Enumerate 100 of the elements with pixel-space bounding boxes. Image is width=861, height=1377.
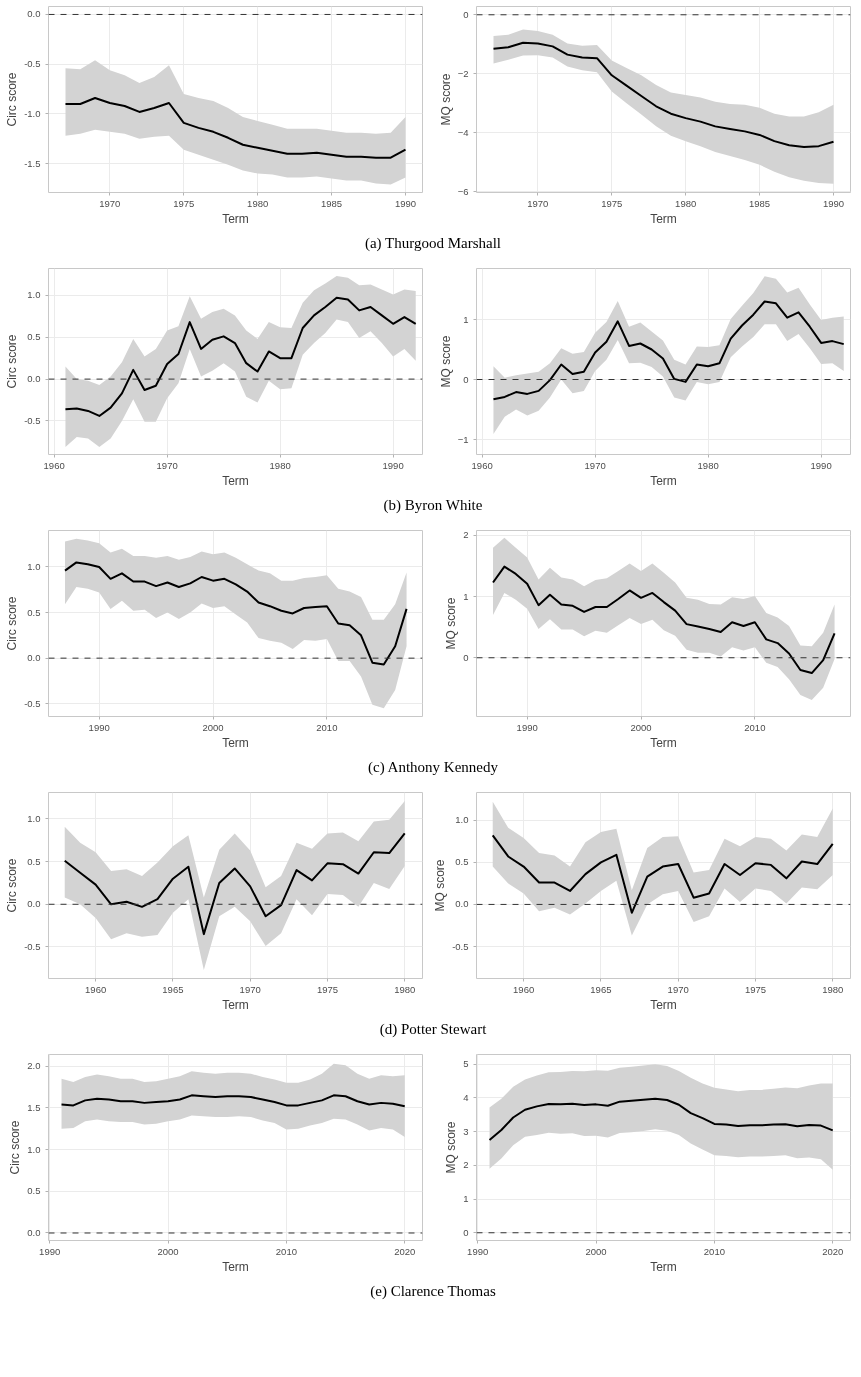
x-tick-label: 1990 [516, 721, 538, 733]
y-tick-label: 0 [463, 373, 469, 385]
y-tick-label: 0 [463, 8, 469, 20]
y-tick-label: 2.0 [27, 1060, 41, 1072]
line-series [64, 561, 408, 666]
y-tick-label: −4 [457, 126, 469, 138]
y-axis-title: Circ score [5, 596, 20, 651]
text: (e) Clarence Thomas [370, 1282, 496, 1301]
x-tick-label: 1990 [467, 1245, 489, 1257]
y-tick-label: -0.5 [24, 58, 41, 70]
x-tick-label: 2000 [585, 1245, 607, 1257]
text: (a) Thurgood Marshall [364, 234, 502, 253]
x-tick-label: 1960 [85, 983, 107, 995]
y-tick-label: 0.0 [455, 898, 469, 910]
x-tick-label: 2000 [157, 1245, 179, 1257]
x-axis-title: Term [650, 1259, 677, 1274]
y-tick-label: 0 [463, 1226, 469, 1238]
x-tick-label: 1980 [247, 197, 269, 209]
x-tick-label: 1980 [697, 459, 719, 471]
y-tick-label: 1.0 [27, 1143, 41, 1155]
x-tick-label: 2010 [744, 721, 766, 733]
y-tick-label: −1 [457, 433, 469, 445]
line-series [492, 41, 835, 149]
y-tick-label: 0.0 [27, 898, 41, 910]
x-tick-label: 1990 [810, 459, 832, 471]
y-tick-label: 1.0 [27, 560, 41, 572]
x-axis-title: Term [222, 473, 249, 488]
y-tick-label: 2 [463, 1159, 469, 1171]
x-tick-label: 1980 [822, 983, 844, 995]
y-tick-label: 0.0 [27, 1226, 41, 1238]
y-axis-title: Circ score [5, 334, 20, 389]
x-tick-label: 1970 [667, 983, 689, 995]
x-axis-title: Term [222, 211, 249, 226]
y-tick-label: 1.0 [27, 289, 41, 301]
x-tick-label: 1970 [584, 459, 606, 471]
text: (c) Anthony Kennedy [368, 758, 498, 777]
x-tick-label: 1965 [162, 983, 184, 995]
x-axis-title: Term [650, 997, 677, 1012]
y-tick-label: 1 [463, 590, 469, 602]
x-tick-label: 2010 [703, 1245, 725, 1257]
x-tick-label: 1965 [590, 983, 612, 995]
y-axis-title: MQ score [444, 597, 459, 650]
x-tick-label: 1990 [822, 197, 845, 209]
y-tick-label: 0.5 [27, 1185, 41, 1197]
x-axis-title: Term [222, 735, 249, 750]
y-axis-title: MQ score [433, 859, 448, 912]
x-tick-label: 2010 [275, 1245, 297, 1257]
x-tick-label: 1960 [43, 459, 65, 471]
y-axis-title: Circ score [5, 858, 20, 913]
y-axis-title: MQ score [444, 1121, 459, 1174]
line-series [60, 1094, 406, 1108]
x-tick-label: 2000 [202, 721, 224, 733]
x-axis-title: Term [222, 1259, 249, 1274]
x-tick-label: 1960 [513, 983, 535, 995]
y-tick-label: 0.5 [455, 856, 469, 868]
y-tick-label: 1 [463, 313, 469, 325]
x-tick-label: 1980 [394, 983, 416, 995]
y-tick-label: −6 [457, 185, 469, 197]
y-axis-title: MQ score [438, 335, 453, 388]
x-tick-label: 1975 [316, 983, 339, 995]
x-tick-label: 2000 [630, 721, 652, 733]
x-tick-label: 1960 [471, 459, 493, 471]
x-axis-title: Term [650, 211, 677, 226]
y-tick-label: 2 [463, 529, 469, 541]
y-tick-label: -0.5 [24, 697, 41, 709]
y-tick-label: -1.0 [24, 107, 41, 119]
x-tick-label: 1990 [39, 1245, 61, 1257]
y-axis-title: Circ score [5, 72, 20, 127]
x-tick-label: 1980 [675, 197, 697, 209]
line-series [63, 832, 406, 936]
y-tick-label: 1 [463, 1193, 469, 1205]
text: (d) Potter Stewart [379, 1020, 487, 1039]
x-tick-label: 1970 [99, 197, 121, 209]
x-tick-label: 1975 [744, 983, 767, 995]
y-axis-title: Circ score [8, 1120, 23, 1175]
x-tick-label: 1970 [527, 197, 549, 209]
y-tick-label: 4 [463, 1091, 469, 1103]
y-tick-label: 0.0 [27, 652, 41, 664]
x-tick-label: 1970 [156, 459, 178, 471]
x-tick-label: 2020 [394, 1245, 416, 1257]
line-series [492, 300, 845, 401]
line-series [64, 97, 407, 159]
y-tick-label: 1.0 [455, 814, 469, 826]
text: (b) Byron White [383, 496, 483, 515]
y-tick-label: 3 [463, 1125, 469, 1137]
x-tick-label: 1975 [601, 197, 623, 209]
y-tick-label: 0 [463, 651, 469, 663]
y-tick-label: 5 [463, 1058, 469, 1070]
y-tick-label: 0.5 [27, 331, 41, 343]
y-tick-label: 0.0 [27, 8, 41, 20]
x-tick-label: 1990 [88, 721, 110, 733]
x-tick-label: 2020 [822, 1245, 844, 1257]
y-tick-label: 1.0 [27, 812, 41, 824]
y-tick-label: 0.0 [27, 373, 41, 385]
line-series [64, 296, 417, 417]
x-tick-label: 1990 [394, 197, 417, 209]
x-tick-label: 1970 [239, 983, 261, 995]
x-tick-label: 1985 [749, 197, 771, 209]
line-series [491, 834, 834, 914]
y-tick-label: −2 [457, 67, 469, 79]
